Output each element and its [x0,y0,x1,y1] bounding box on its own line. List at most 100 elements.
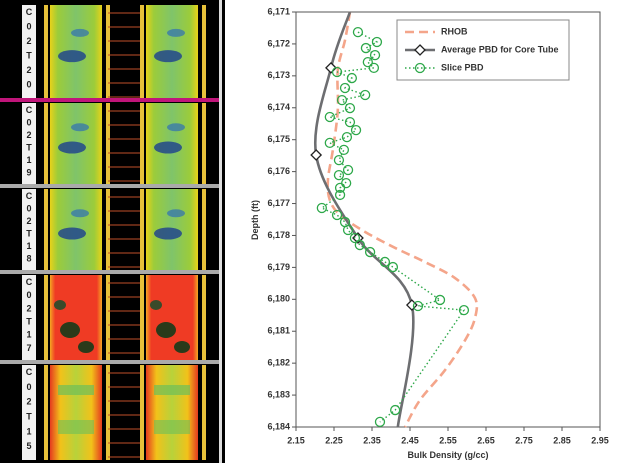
circle-marker [414,62,426,74]
segment-separator [0,98,222,102]
band [58,420,94,434]
core-edge [202,365,206,460]
x-tick-label: 2.55 [439,435,457,445]
circle-marker [324,111,335,123]
circle-marker [369,49,381,61]
y-tick-label: 6,182 [267,358,290,368]
x-tick-label: 2.25 [325,435,343,445]
core-edge [106,5,110,98]
dense-spot [154,227,182,240]
x-tick-label: 2.45 [401,435,419,445]
circle-marker [338,144,350,156]
x-axis-title: Bulk Density (g/cc) [407,450,488,460]
core-edge [106,103,110,184]
y-tick-label: 6,179 [267,262,290,272]
core-edge [140,189,144,270]
void [78,341,94,353]
x-tick-label: 2.15 [287,435,305,445]
core-column [146,275,198,360]
y-tick-label: 6,177 [267,198,290,208]
segment-separator [0,184,222,188]
core-edge [106,365,110,460]
diamond-marker [325,61,337,74]
core-edge [44,5,48,98]
label-strip [22,5,36,98]
circle-marker [334,182,346,194]
core-edge [44,365,48,460]
core-edge [140,103,144,184]
core-column [50,275,102,360]
x-tick-label: 2.65 [477,435,495,445]
x-tick-label: 2.75 [515,435,533,445]
circle-marker [342,164,354,176]
circle-marker [349,232,361,244]
dense-spot [167,209,185,218]
label-strip [22,275,36,360]
circle-marker [354,239,365,251]
y-tick-label: 6,173 [267,70,290,80]
y-tick-label: 6,176 [267,166,290,176]
x-tick-label: 2.85 [553,435,571,445]
dense-spot [71,123,89,132]
circle-marker [434,294,446,306]
y-tick-label: 6,175 [267,134,290,144]
circle-marker [336,94,348,106]
core-edge [202,103,206,184]
y-tick-label: 6,178 [267,230,290,240]
circle-marker [334,189,346,201]
core-edge [140,5,144,98]
y-axis-title: Depth (ft) [250,200,260,240]
core-edge [44,103,48,184]
circle-marker [371,36,383,48]
core-edge [106,275,110,360]
y-tick-label: 6,171 [267,6,290,16]
circle-marker [342,224,354,236]
circle-marker [364,246,376,258]
circle-marker [360,89,371,101]
void [60,322,80,338]
diamond-marker [310,149,323,161]
core-edge [202,5,206,98]
legend-label: Average PBD for Core Tube [441,44,559,54]
x-tick-label: 2.35 [363,435,381,445]
core-column [146,365,198,460]
y-tick-label: 6,174 [267,102,290,112]
dense-spot [167,28,185,37]
circle-marker [350,124,362,136]
void [150,300,162,310]
core-edge [44,275,48,360]
dense-spot [71,28,89,37]
band [154,385,190,395]
core-edge [106,189,110,270]
core-edge [202,275,206,360]
dense-spot [58,141,86,154]
circle-marker [316,202,327,214]
circle-marker [352,26,364,38]
frame-edge [219,0,222,463]
circle-marker [333,169,345,181]
circle-marker [339,82,351,94]
circle-marker [331,209,343,221]
circle-marker [341,131,353,143]
circle-marker [344,102,356,114]
y-tick-label: 6,184 [267,421,290,431]
circle-marker [458,305,470,316]
core-edge [140,365,144,460]
circle-marker [331,66,343,78]
circle-marker [324,137,335,149]
circle-marker [368,62,380,74]
core-edge [44,189,48,270]
dense-spot [58,227,86,240]
circle-marker [333,154,345,166]
circle-marker [379,256,391,268]
y-tick-label: 6,172 [267,38,290,48]
circle-marker [390,404,401,416]
core-edge [202,189,206,270]
segment-separator [0,360,222,364]
